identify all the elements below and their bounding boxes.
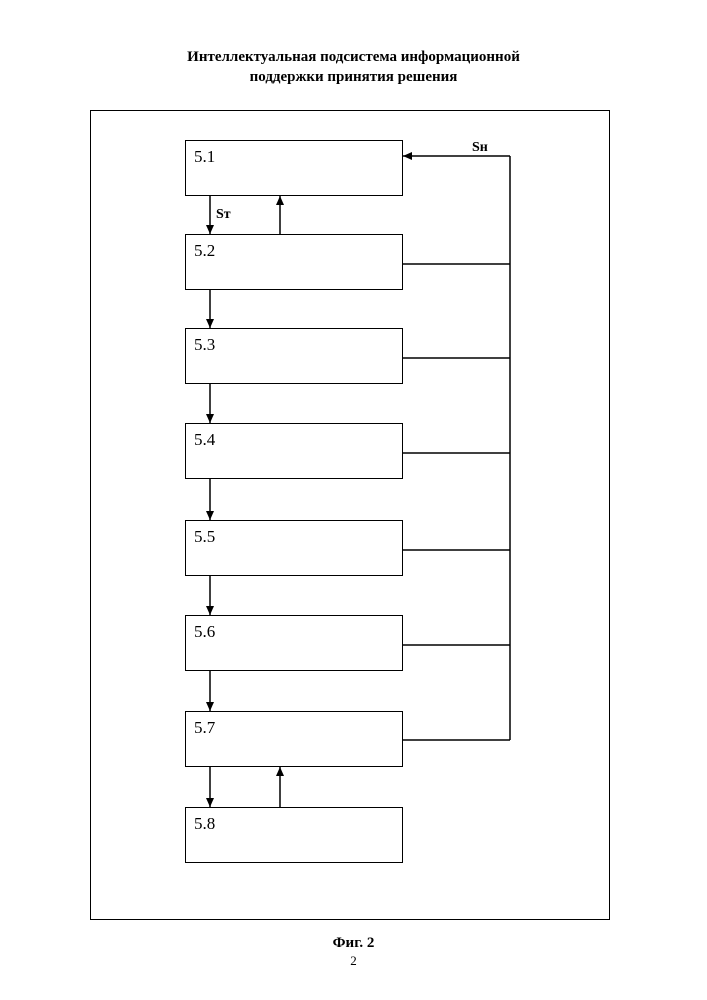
- flowchart-node: 5.2: [185, 234, 403, 290]
- figure-caption: Фиг. 2: [0, 935, 707, 952]
- page-number: 2: [0, 953, 707, 969]
- flowchart-node: 5.3: [185, 328, 403, 384]
- diagram-frame: [90, 110, 610, 920]
- flowchart-node: 5.6: [185, 615, 403, 671]
- bus-label-sn: Sн: [472, 140, 488, 156]
- title-line-1: Интеллектуальная подсистема информационн…: [187, 49, 520, 65]
- flowchart-node: 5.7: [185, 711, 403, 767]
- flowchart-node: 5.8: [185, 807, 403, 863]
- flowchart-node: 5.1: [185, 140, 403, 196]
- flowchart-node: 5.4: [185, 423, 403, 479]
- flowchart-node: 5.5: [185, 520, 403, 576]
- diagram-title: Интеллектуальная подсистема информационн…: [0, 48, 707, 87]
- edge-label-st: Sт: [216, 207, 231, 223]
- title-line-2: поддержки принятия решения: [250, 69, 458, 85]
